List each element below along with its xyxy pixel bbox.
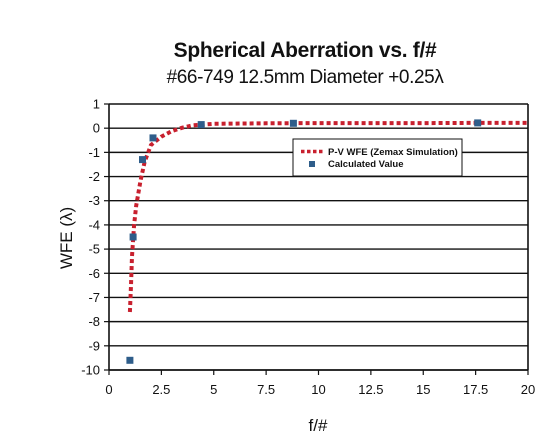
y-tick-label: -1 [88,145,100,160]
x-tick-label: 7.5 [257,382,275,397]
y-tick-label: -5 [88,242,100,257]
data-point-calculated [474,119,482,127]
data-point-calculated [129,233,137,241]
data-point-calculated [139,156,146,164]
axes [104,103,529,375]
chart-title: Spherical Aberration vs. f/# [174,39,437,62]
chart-subtitle: #66-749 12.5mm Diameter +0.25λ [167,67,445,88]
tick-labels: 10-1-2-3-4-5-6-7-8-9-100 2.5 5 7.5 10 12.5 15 1… [81,97,535,398]
y-tick-label: -8 [88,314,100,329]
x-tick-label: 12.5 [358,382,383,397]
y-tick-label: -10 [81,363,100,378]
legend-label-calculated: Calculated Value [328,159,404,170]
y-tick-label: -7 [88,290,100,305]
y-tick-label: -9 [88,338,100,353]
x-axis-label: f/# [309,416,328,435]
legend-marker-swatch [309,161,315,167]
y-tick-label: -2 [88,169,100,184]
x-tick-label: 15 [416,382,430,397]
legend-label-zemax: P-V WFE (Zemax Simulation) [328,147,458,158]
y-tick-label: -3 [88,193,100,208]
x-tick-label: 20 [521,382,535,397]
data-series [126,119,528,364]
x-tick-label: 0 [105,382,112,397]
data-point-calculated [197,121,205,129]
data-point-calculated [126,356,134,364]
y-tick-label: -4 [88,217,100,232]
y-tick-label: 0 [93,121,100,136]
legend: P-V WFE (Zemax Simulation) Calculated Va… [292,138,463,177]
series-line-zemax [127,120,528,313]
y-tick-label: 1 [93,97,100,112]
data-point-calculated [289,119,297,127]
x-tick-label: 2.5 [152,382,170,397]
y-axis-label: WFE (λ) [57,207,76,269]
x-tick-label: 17.5 [463,382,488,397]
x-tick-label: 5 [210,382,217,397]
x-tick-label: 10 [311,382,325,397]
legend-box [292,138,463,177]
data-point-calculated [149,134,157,142]
y-tick-label: -6 [88,266,100,281]
